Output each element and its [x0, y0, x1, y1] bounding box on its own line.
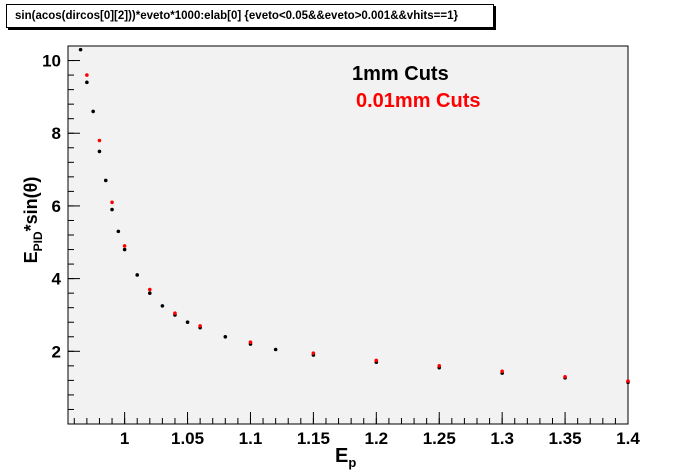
legend-entry-1mm-cuts: 1mm Cuts [352, 63, 449, 85]
scatter-point [311, 351, 316, 355]
y-axis-ticks: 2 4 6 8 10 [42, 52, 80, 410]
y-tick-label: 8 [52, 124, 61, 143]
scatter-point [273, 347, 278, 352]
x-tick-label: 1.1 [239, 429, 263, 448]
scatter-point [147, 287, 152, 292]
scatter-point [198, 324, 202, 328]
scatter-point [85, 80, 89, 85]
scatter-point [85, 73, 89, 77]
y-tick-label: 2 [52, 342, 61, 361]
scatter-point [110, 207, 114, 212]
y-axis-title-sub: PID [31, 231, 45, 251]
scatter-point [110, 200, 114, 205]
scatter-point [563, 374, 567, 379]
scatter-point [116, 229, 121, 234]
scatter-point [248, 340, 253, 345]
scatter-point [500, 369, 504, 374]
x-axis-title: Ep [335, 445, 356, 470]
scatter-point [185, 320, 190, 325]
scatter-point [437, 364, 442, 368]
y-axis-title-rest: *sin(θ) [21, 177, 41, 232]
legend-entry-0.01mm-cuts: 0.01mm Cuts [356, 90, 481, 112]
chart-title: sin(acos(dircos[0][2]))*eveto*1000:elab[… [6, 4, 494, 28]
scatter-point [78, 47, 83, 52]
scatter-point [91, 109, 95, 114]
scatter-point [122, 247, 127, 252]
x-tick-label: 1 [120, 429, 129, 448]
scatter-point [374, 358, 379, 363]
y-tick-label: 6 [52, 197, 61, 216]
x-tick-label: 1.05 [171, 429, 204, 448]
scatter-point [160, 304, 165, 308]
scatter-point [103, 178, 108, 183]
y-tick-label: 10 [42, 52, 61, 71]
scatter-point [147, 291, 152, 295]
y-tick-label: 4 [52, 270, 62, 289]
x-axis-title-sub: p [348, 455, 356, 470]
scatter-point [122, 244, 127, 248]
x-tick-label: 1.2 [364, 429, 388, 448]
scatter-point [135, 273, 140, 277]
x-axis-ticks: 1 1.05 1.1 1.15 1.2 1.25 1.3 1.35 1.4 [73, 412, 640, 448]
scatter-point [97, 138, 102, 143]
scatter-point [626, 379, 630, 383]
scatter-point [173, 311, 177, 315]
y-axis-title-main: E [21, 251, 41, 263]
y-axis-title: EPID*sin(θ) [21, 177, 45, 264]
x-axis-title-main: E [335, 445, 348, 467]
x-tick-label: 1.25 [423, 429, 456, 448]
data-points [78, 47, 630, 385]
scatter-point [223, 334, 228, 339]
scatter-point [97, 149, 102, 154]
x-tick-label: 1.3 [490, 429, 514, 448]
x-tick-label: 1.4 [616, 429, 640, 448]
plot-frame [67, 45, 629, 425]
x-tick-label: 1.15 [297, 429, 330, 448]
x-tick-label: 1.35 [549, 429, 582, 448]
